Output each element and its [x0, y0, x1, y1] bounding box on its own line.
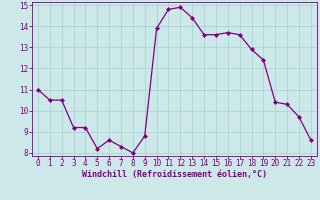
X-axis label: Windchill (Refroidissement éolien,°C): Windchill (Refroidissement éolien,°C) — [82, 170, 267, 179]
